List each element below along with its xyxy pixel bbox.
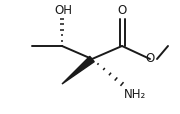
Text: OH: OH [54, 4, 72, 17]
Text: O: O [145, 52, 155, 65]
Text: O: O [117, 4, 127, 17]
Polygon shape [62, 57, 94, 84]
Text: NH₂: NH₂ [124, 87, 146, 100]
